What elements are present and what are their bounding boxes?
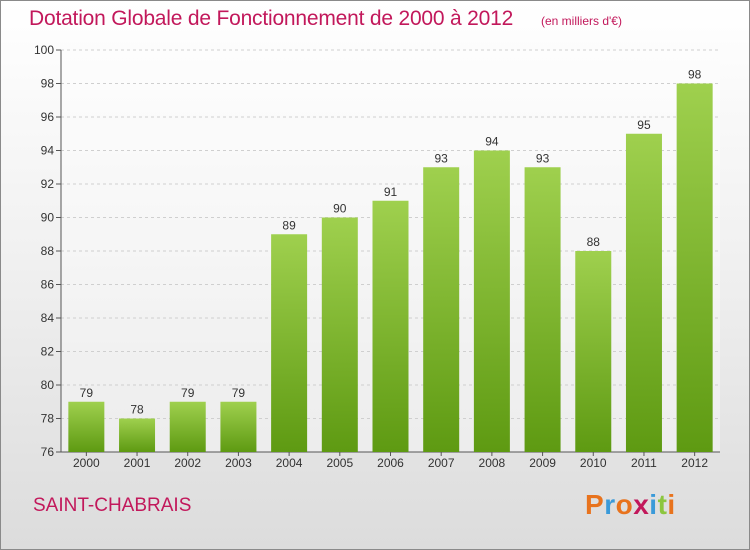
- brand-letter: r: [604, 489, 616, 520]
- y-tick-label: 82: [41, 345, 55, 359]
- bar-2005: [321, 217, 358, 452]
- y-tick-label: 94: [41, 144, 55, 158]
- proxiti-logo: Proxiti: [585, 489, 676, 521]
- x-tick-label-2006: 2006: [377, 456, 404, 470]
- chart-title: Dotation Globale de Fonctionnement de 20…: [29, 7, 514, 30]
- data-label-2004: 89: [282, 218, 296, 232]
- bar-2000: [68, 401, 105, 452]
- y-tick-label: 88: [41, 244, 55, 258]
- bar-2004: [271, 234, 308, 452]
- x-tick-label-2003: 2003: [225, 456, 252, 470]
- x-tick-label-2009: 2009: [529, 456, 556, 470]
- x-tick-label-2008: 2008: [479, 456, 506, 470]
- y-tick-label: 78: [41, 412, 55, 426]
- x-tick-label-2010: 2010: [580, 456, 607, 470]
- brand-letter: i: [649, 489, 658, 520]
- y-tick-label: 98: [41, 77, 55, 91]
- x-tick-label-2001: 2001: [124, 456, 151, 470]
- data-label-2011: 95: [637, 118, 651, 132]
- x-tick-label-2011: 2011: [631, 456, 657, 470]
- y-tick-label: 92: [41, 177, 55, 191]
- bar-2003: [220, 401, 257, 452]
- y-tick-label: 96: [41, 110, 55, 124]
- data-label-2005: 90: [333, 202, 347, 216]
- bar-2008: [473, 150, 510, 452]
- x-tick-label-2000: 2000: [73, 456, 100, 470]
- brand-letter: i: [667, 489, 676, 520]
- x-tick-label-2004: 2004: [276, 456, 303, 470]
- brand-letter: x: [633, 489, 650, 520]
- brand-letter: P: [585, 489, 605, 520]
- y-tick-label: 76: [41, 445, 55, 459]
- y-tick-label: 100: [34, 43, 54, 57]
- data-label-2000: 79: [80, 386, 94, 400]
- data-label-2001: 78: [130, 403, 144, 417]
- x-tick-label-2012: 2012: [681, 456, 708, 470]
- brand-letter: t: [657, 489, 668, 520]
- y-tick-label: 90: [41, 211, 55, 225]
- bar-2001: [119, 418, 156, 452]
- data-label-2010: 88: [587, 235, 601, 249]
- bar-2012: [676, 83, 713, 452]
- y-tick-label: 80: [41, 378, 55, 392]
- bar-2007: [423, 167, 460, 452]
- x-tick-label-2002: 2002: [174, 456, 201, 470]
- data-label-2007: 93: [435, 151, 449, 165]
- bar-2006: [372, 200, 409, 452]
- data-label-2006: 91: [384, 185, 398, 199]
- data-label-2009: 93: [536, 151, 550, 165]
- y-tick-label: 86: [41, 278, 55, 292]
- x-tick-label-2007: 2007: [428, 456, 455, 470]
- bar-2009: [524, 167, 561, 452]
- data-label-2002: 79: [181, 386, 195, 400]
- x-tick-label-2005: 2005: [326, 456, 353, 470]
- bar-2002: [169, 401, 206, 452]
- y-tick-label: 84: [41, 311, 55, 325]
- data-label-2012: 98: [688, 68, 702, 82]
- data-label-2008: 94: [485, 135, 499, 149]
- bar-2010: [575, 251, 612, 452]
- bar-2011: [625, 133, 662, 452]
- commune-name: SAINT-CHABRAIS: [33, 495, 192, 516]
- brand-letter: o: [615, 489, 634, 520]
- data-label-2003: 79: [232, 386, 246, 400]
- chart-unit-note: (en milliers d'€): [541, 14, 622, 28]
